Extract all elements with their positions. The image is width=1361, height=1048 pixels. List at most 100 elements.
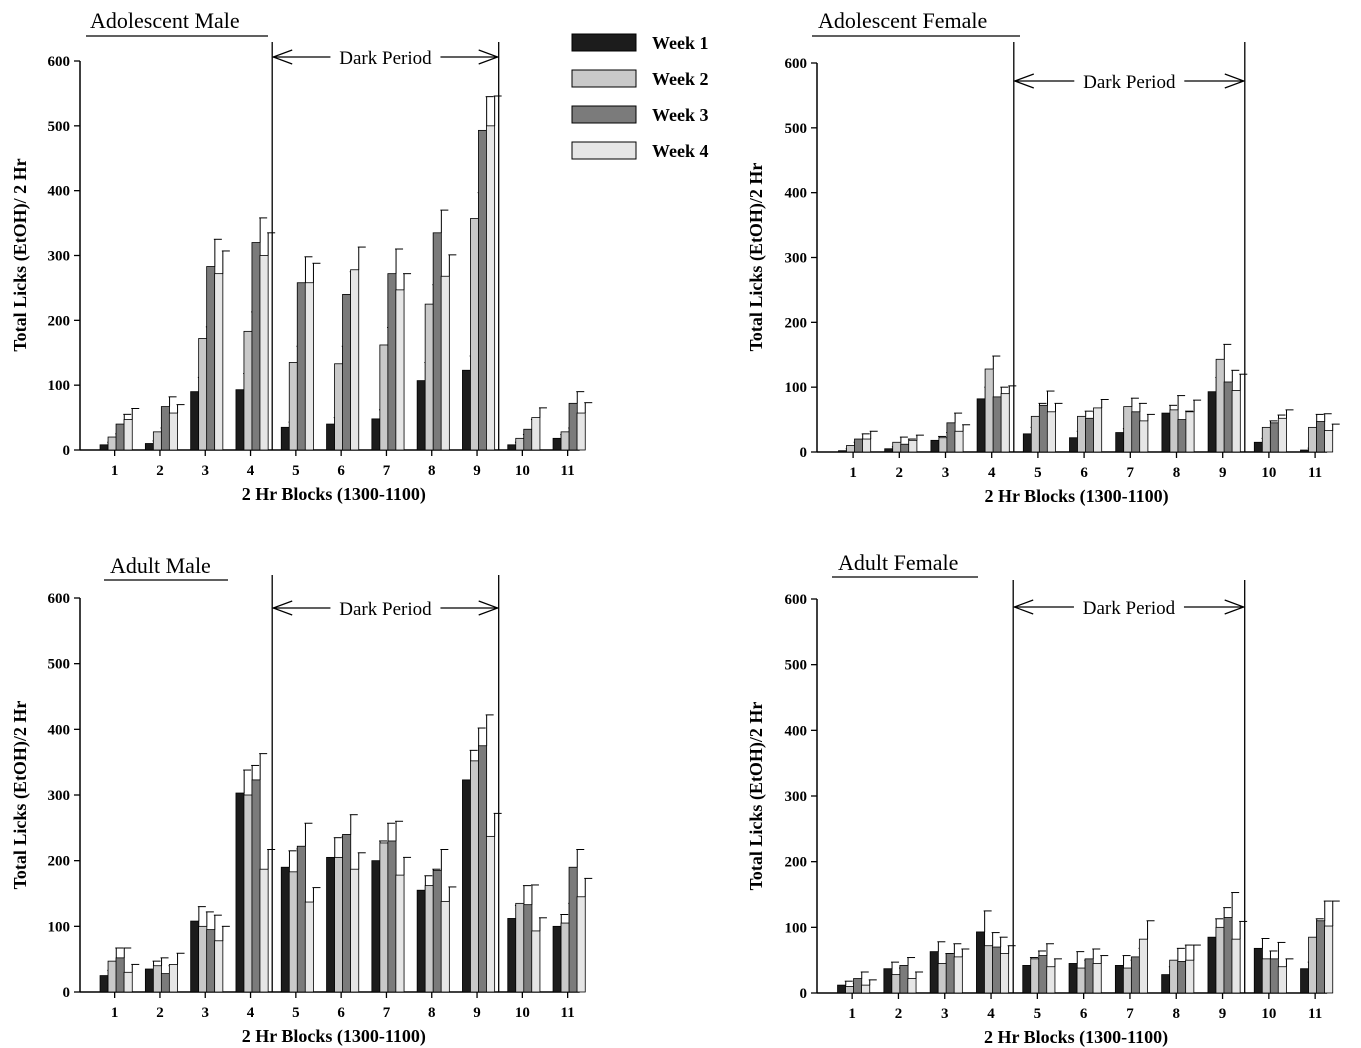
bar-week-3 <box>296 845 306 993</box>
y-tick-label: 200 <box>785 855 808 871</box>
bar-week-1 <box>976 398 986 453</box>
bar-week-3 <box>251 242 261 451</box>
bar-week-3 <box>478 745 488 993</box>
bar-week-4 <box>214 940 224 993</box>
bar-week-3 <box>992 946 1002 994</box>
x-tick-label: 9 <box>473 1005 481 1021</box>
y-tick-label: 0 <box>63 443 71 459</box>
legend-label: Week 2 <box>652 69 709 89</box>
x-tick-label: 8 <box>1173 465 1181 481</box>
bar-week-2 <box>334 363 344 451</box>
bar-week-1 <box>976 931 986 994</box>
x-tick-label: 9 <box>473 463 481 479</box>
bar-week-4 <box>531 930 541 993</box>
chart-title: Adult Female <box>838 550 958 575</box>
x-tick-label: 1 <box>849 465 857 481</box>
bar-week-3 <box>568 866 578 993</box>
x-tick-label: 1 <box>111 1005 119 1021</box>
bar-week-2 <box>1169 409 1179 453</box>
dark-period-arrowhead-right <box>478 49 500 65</box>
y-tick-label: 500 <box>785 121 808 137</box>
bar-week-4 <box>953 956 963 994</box>
bar-week-3 <box>900 443 910 453</box>
bar-week-3 <box>115 423 125 451</box>
y-tick-label: 600 <box>785 56 808 72</box>
bar-week-4 <box>908 439 918 453</box>
x-tick-label: 6 <box>337 463 345 479</box>
bar-week-2 <box>334 856 344 993</box>
bar-week-1 <box>884 448 894 453</box>
bar-week-3 <box>945 953 955 994</box>
dark-period-arrowhead-left <box>271 49 293 65</box>
y-tick-label: 500 <box>48 657 71 673</box>
x-tick-label: 1 <box>848 1006 856 1022</box>
bar-week-2 <box>243 794 253 993</box>
x-tick-label: 2 <box>895 1006 903 1022</box>
bar-week-4 <box>395 874 405 993</box>
bar-week-1 <box>1161 974 1171 994</box>
bar-week-2 <box>107 960 117 993</box>
bar-week-1 <box>371 860 381 993</box>
y-tick-label: 600 <box>48 591 71 607</box>
bar-week-4 <box>168 964 178 993</box>
bar-week-1 <box>507 918 517 993</box>
bar-week-4 <box>304 282 314 451</box>
x-tick-label: 7 <box>1126 1006 1134 1022</box>
bar-week-1 <box>1300 449 1310 453</box>
bar-week-2 <box>379 842 389 993</box>
bar-week-4 <box>123 971 133 993</box>
bar-week-4 <box>486 125 496 451</box>
bar-week-1 <box>235 792 245 993</box>
bar-week-1 <box>1068 963 1078 994</box>
bar-week-3 <box>160 973 170 993</box>
bar-week-1 <box>371 418 381 451</box>
y-tick-label: 300 <box>785 251 808 267</box>
bar-week-1 <box>416 889 426 993</box>
bar-week-3 <box>1223 381 1233 453</box>
legend-label: Week 3 <box>652 105 709 125</box>
bar-week-2 <box>1261 958 1271 994</box>
bar-week-3 <box>1269 422 1279 453</box>
x-axis-label: 2 Hr Blocks (1300-1100) <box>984 486 1168 507</box>
x-tick-label: 11 <box>561 463 575 479</box>
x-tick-label: 2 <box>156 1005 164 1021</box>
bar-week-1 <box>235 389 245 451</box>
y-tick-label: 400 <box>48 184 71 200</box>
x-axis-label: 2 Hr Blocks (1300-1100) <box>242 484 426 505</box>
bar-week-2 <box>846 445 856 453</box>
bar-week-4 <box>1185 959 1195 994</box>
bar-week-2 <box>984 945 994 994</box>
y-axis-label: Total Licks (EtOH)/2 Hr <box>746 163 767 352</box>
bar-week-2 <box>424 885 434 993</box>
x-tick-label: 8 <box>428 463 436 479</box>
bar-week-1 <box>552 925 562 993</box>
y-tick-label: 0 <box>800 986 808 1002</box>
bar-week-2 <box>560 431 570 451</box>
bar-week-3 <box>296 282 306 451</box>
bar-week-1 <box>462 779 472 993</box>
bar-week-2 <box>243 330 253 451</box>
bar-week-1 <box>1115 432 1125 453</box>
bar-week-3 <box>1084 958 1094 994</box>
y-tick-label: 500 <box>48 119 71 135</box>
chart-title: Adolescent Male <box>90 8 240 33</box>
bar-week-4 <box>214 273 224 451</box>
y-tick-label: 300 <box>48 249 71 265</box>
y-axis-label: Total Licks (EtOH)/ 2 Hr <box>10 158 31 351</box>
x-tick-label: 5 <box>292 1005 300 1021</box>
bar-week-4 <box>1000 953 1010 994</box>
bar-week-2 <box>984 368 994 453</box>
chart-panel-4: Adult Female 0 100 200 300 400 500 600 Total Lic… <box>746 550 1340 1048</box>
chart-panel-1: Adolescent Male 0 100 200 300 400 500 600 Total … <box>10 8 593 505</box>
bar-week-4 <box>1277 966 1287 994</box>
y-tick-label: 200 <box>785 315 808 331</box>
x-tick-label: 2 <box>156 463 164 479</box>
bar-week-4 <box>123 419 133 451</box>
y-tick-label: 200 <box>48 854 71 870</box>
bar-week-1 <box>507 444 517 451</box>
bar-week-2 <box>938 437 948 453</box>
bar-week-2 <box>288 871 298 993</box>
bar-week-3 <box>853 978 863 994</box>
x-tick-label: 4 <box>247 463 255 479</box>
bar-week-4 <box>350 868 360 993</box>
